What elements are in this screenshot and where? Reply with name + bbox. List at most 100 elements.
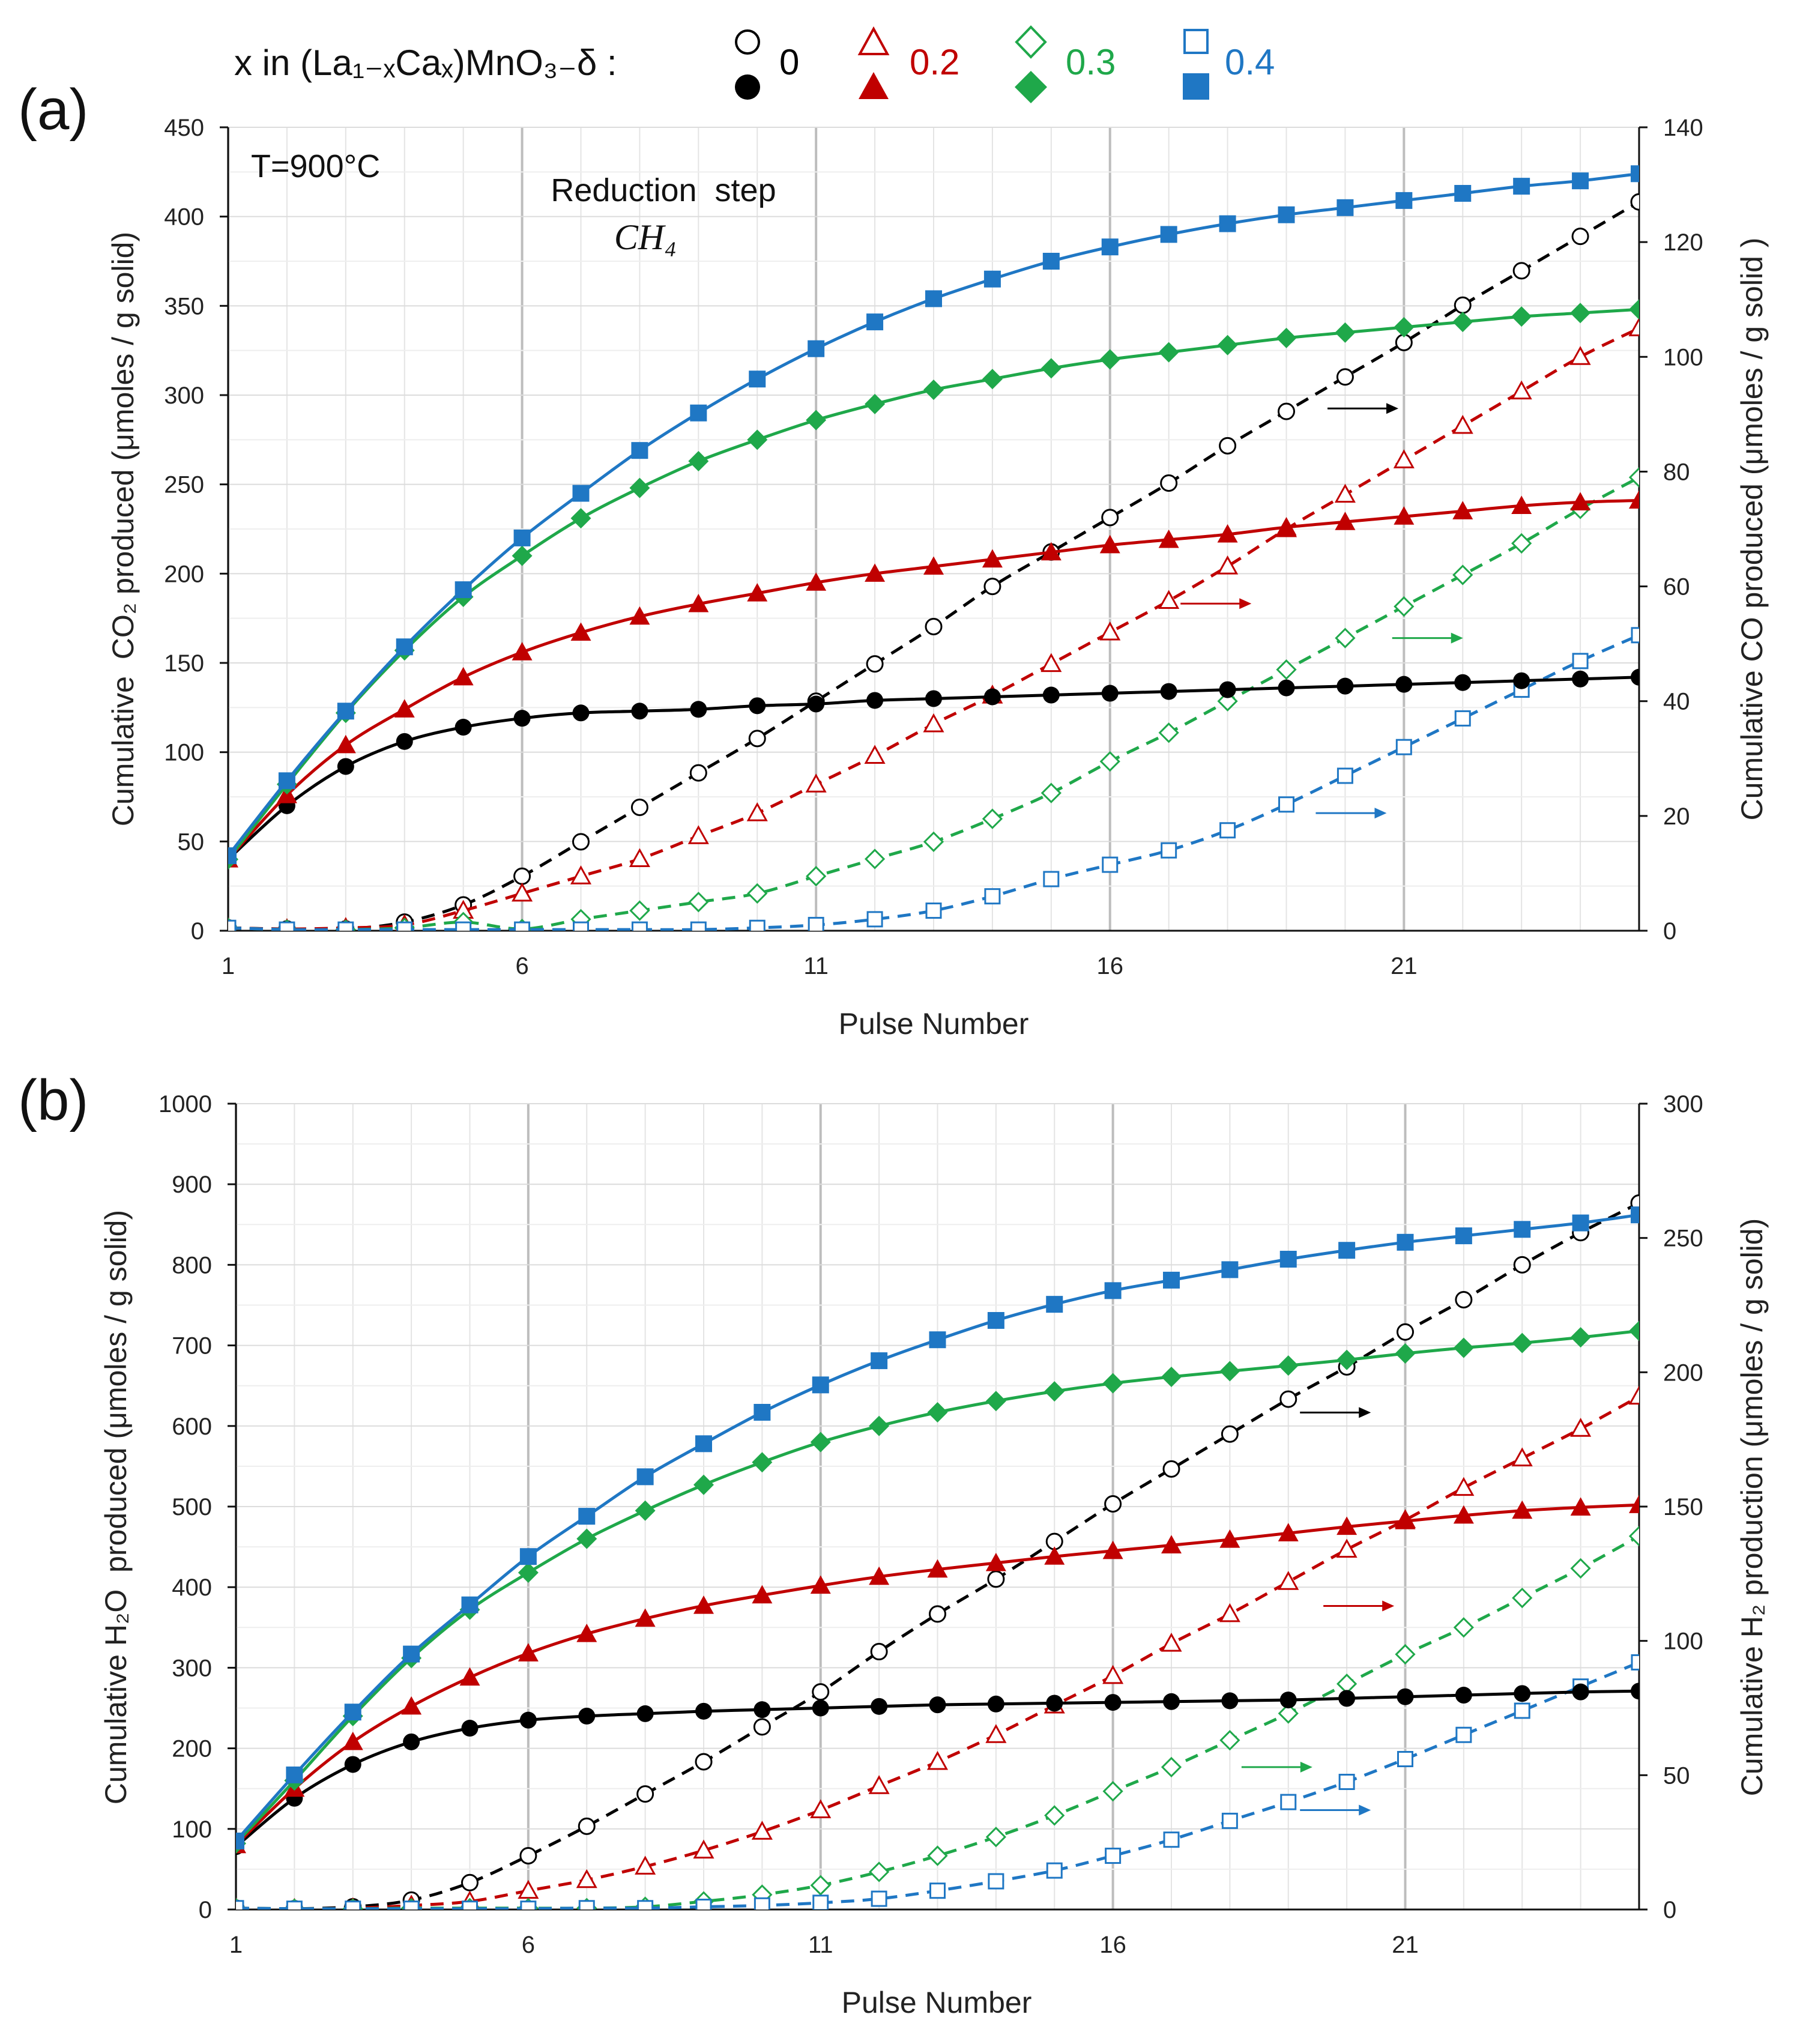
data-point: [1336, 368, 1354, 386]
data-point: [1046, 1862, 1063, 1879]
data-point: [687, 825, 709, 844]
data-point: [1102, 1665, 1124, 1684]
data-point: [286, 1766, 303, 1783]
data-point: [572, 833, 590, 851]
data-point: [1571, 228, 1589, 246]
data-point: [1102, 1373, 1123, 1394]
data-point: [1219, 822, 1236, 839]
data-point: [695, 1435, 712, 1453]
data-point: [344, 1704, 361, 1721]
x-tick-label: 6: [522, 1932, 535, 1958]
data-point: [752, 1452, 773, 1473]
data-point: [629, 477, 650, 498]
data-point: [808, 695, 825, 713]
data-point: [1163, 1831, 1180, 1848]
legend-label-2: 0.3: [1066, 42, 1116, 82]
panel-label-a: (a): [18, 77, 88, 142]
data-point: [1455, 1291, 1473, 1309]
data-point: [1161, 1633, 1182, 1652]
data-point: [1512, 262, 1530, 280]
x-tick-label: 21: [1391, 953, 1418, 979]
data-point: [1631, 627, 1639, 644]
data-point: [1336, 1349, 1358, 1370]
data-point: [236, 1900, 244, 1909]
right-axis-arrow: [1241, 1761, 1312, 1773]
data-point: [1570, 1418, 1592, 1437]
data-point: [1040, 542, 1062, 561]
data-point: [1336, 1516, 1358, 1535]
data-point: [1629, 1495, 1639, 1513]
data-point: [754, 1403, 771, 1421]
data-point: [1221, 1692, 1239, 1710]
x-tick-label: 1: [229, 1932, 243, 1958]
x-axis-title-b: Pulse Number: [842, 1986, 1032, 2019]
left-y-tick-label: 700: [172, 1333, 212, 1359]
data-point: [754, 1701, 771, 1719]
data-point: [1161, 1535, 1182, 1554]
data-point: [927, 1845, 948, 1866]
series-x-0-4-co2: [228, 165, 1639, 865]
data-point: [1217, 555, 1239, 575]
data-point: [1395, 676, 1413, 693]
data-point: [988, 1873, 1004, 1890]
data-point: [337, 758, 354, 775]
legend-open-diamond-marker: [1015, 25, 1047, 59]
left-y-tick-label: 100: [164, 740, 204, 766]
data-point: [1104, 1495, 1122, 1513]
data-point: [868, 1775, 890, 1794]
data-point: [573, 921, 589, 931]
data-point: [929, 1696, 946, 1714]
data-point: [1629, 1320, 1639, 1341]
legend-entry-0: 0: [735, 29, 799, 100]
left-y-tick-label: 250: [164, 472, 204, 498]
series-x-0-4-co: [228, 627, 1639, 931]
tick-labels: 1 6 11 16 2101002003004005006007008009001000…: [159, 1091, 1703, 1958]
data-point: [985, 1552, 1006, 1571]
data-point: [396, 733, 413, 750]
data-point: [1453, 1477, 1475, 1496]
data-point: [1514, 1221, 1531, 1238]
right-y-tick-label: 80: [1663, 459, 1690, 485]
data-point: [513, 529, 531, 546]
left-y-tick-label: 350: [164, 293, 204, 319]
data-point: [1572, 670, 1589, 688]
legend-filled-diamond-marker: [1015, 71, 1047, 103]
data-point: [1453, 1617, 1474, 1638]
right-axis-arrow: [1300, 1804, 1371, 1816]
data-point: [751, 1821, 773, 1840]
left-y-tick-label: 0: [191, 918, 204, 945]
data-point: [1570, 1497, 1591, 1516]
data-point: [1040, 358, 1062, 379]
data-point: [1046, 1296, 1063, 1313]
data-point: [518, 1562, 539, 1583]
legend: x in (La₁₋ₓCaₓ)MnO₃₋δ : 0 0.2 0.3 0.4: [234, 25, 1275, 103]
data-point: [1454, 296, 1472, 314]
data-point: [335, 734, 356, 754]
left-y-tick-label: 600: [172, 1414, 212, 1440]
panel-b: (b) 1 6 11 16 210100200300400500600700800900…: [18, 1068, 1769, 2019]
data-point: [747, 583, 768, 602]
right-y-tick-label: 250: [1663, 1226, 1703, 1252]
right-y-tick-label: 120: [1663, 229, 1703, 256]
data-point: [871, 1352, 888, 1370]
data-point: [753, 1718, 771, 1736]
data-point: [1278, 796, 1294, 813]
data-point: [690, 404, 707, 422]
data-point: [1570, 1558, 1591, 1579]
data-point: [1102, 856, 1119, 873]
legend-entry-1: 0.2: [857, 26, 959, 99]
data-point: [345, 1900, 361, 1909]
data-point: [1338, 1242, 1356, 1259]
axis-arrows: [1180, 403, 1463, 819]
right-y-tick-label: 0: [1663, 918, 1676, 945]
data-point: [1397, 1233, 1414, 1251]
series-group: [228, 165, 1639, 931]
data-point: [1104, 1282, 1122, 1299]
data-point: [637, 1900, 654, 1909]
data-point: [1040, 782, 1062, 803]
data-point: [1221, 1812, 1238, 1829]
data-point: [1452, 501, 1473, 519]
data-point: [1572, 653, 1589, 670]
data-point: [453, 667, 474, 686]
legend-open-triangle-marker: [857, 26, 890, 55]
